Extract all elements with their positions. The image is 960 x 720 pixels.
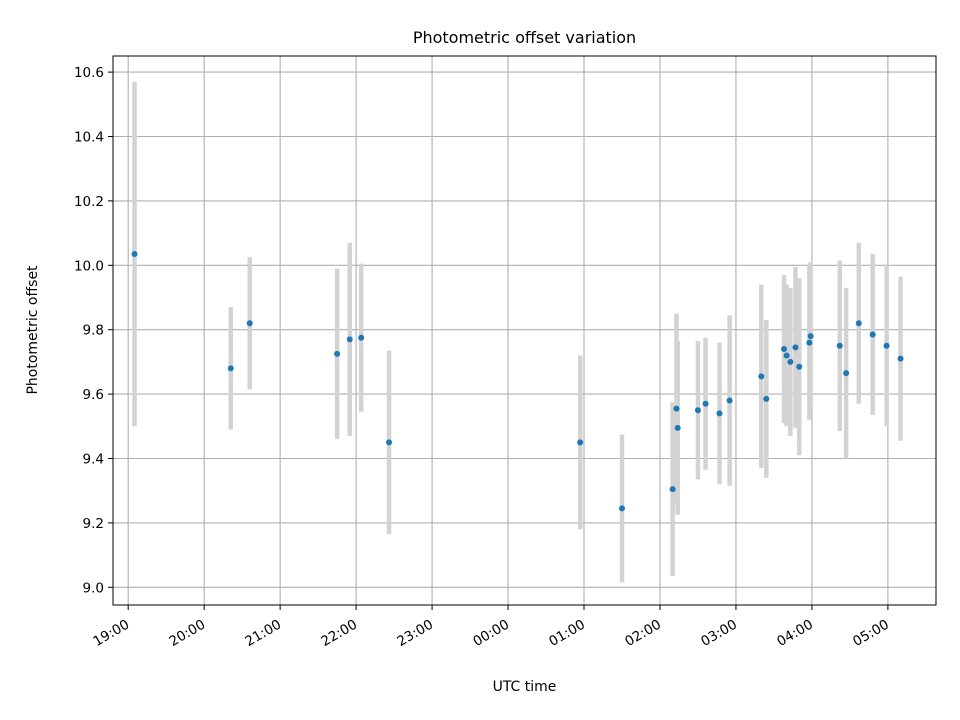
data-point xyxy=(577,439,584,446)
data-point xyxy=(758,373,765,380)
plot-frame xyxy=(112,55,937,606)
data-point xyxy=(131,251,138,258)
data-point xyxy=(783,352,790,359)
data-point xyxy=(386,439,393,446)
y-tick-label: 10.6 xyxy=(74,65,104,81)
data-point xyxy=(346,336,353,343)
data-point xyxy=(618,505,625,512)
x-axis-label: UTC time xyxy=(493,679,557,695)
data-point xyxy=(836,342,843,349)
data-point xyxy=(787,358,794,365)
y-tick-label: 10.2 xyxy=(74,194,104,210)
data-point xyxy=(897,355,904,362)
data-point xyxy=(781,346,788,353)
y-tick-label: 9.6 xyxy=(83,387,104,403)
data-points xyxy=(131,251,904,512)
grid xyxy=(113,56,936,605)
data-point xyxy=(726,397,733,404)
y-tick-label: 10.4 xyxy=(74,129,104,145)
data-point xyxy=(843,370,850,377)
data-point xyxy=(763,395,770,402)
y-tick-label: 9.2 xyxy=(83,516,104,532)
chart-title: Photometric offset variation xyxy=(413,28,636,47)
data-point xyxy=(806,339,813,346)
y-tick-label: 9.0 xyxy=(83,580,104,596)
data-point xyxy=(674,424,681,431)
data-point xyxy=(796,363,803,370)
data-point xyxy=(358,334,365,341)
data-point xyxy=(869,331,876,338)
data-point xyxy=(673,405,680,412)
y-axis-label: Photometric offset xyxy=(25,265,41,395)
data-point xyxy=(716,410,723,417)
data-point xyxy=(883,342,890,349)
data-point xyxy=(694,407,701,414)
data-point xyxy=(334,350,341,357)
data-point xyxy=(792,344,799,351)
y-axis-ticks: 9.0 9.2 9.4 9.6 9.8 10.0 10.2 10.4 10.6 xyxy=(74,65,113,596)
data-point xyxy=(855,320,862,327)
data-point xyxy=(246,320,253,327)
y-tick-label: 9.8 xyxy=(83,323,104,339)
data-point xyxy=(807,333,814,340)
data-point xyxy=(702,400,709,407)
y-tick-label: 10.0 xyxy=(74,258,104,274)
data-point xyxy=(669,486,676,493)
data-point xyxy=(227,365,234,372)
y-tick-label: 9.4 xyxy=(83,451,104,467)
